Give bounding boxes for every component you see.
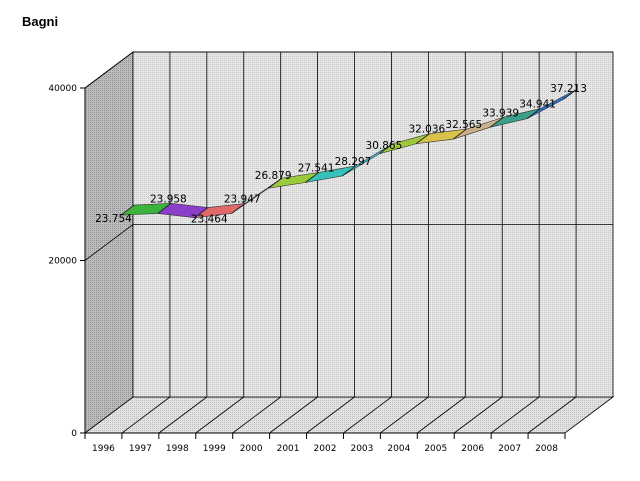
x-tick-label-1999: 1999 — [203, 444, 226, 454]
floor-gridline — [453, 396, 503, 434]
data-point-2006 — [489, 116, 504, 128]
x-tick-label-1997: 1997 — [129, 444, 152, 454]
floor-gridline — [527, 396, 577, 434]
floor-gridline — [232, 396, 281, 434]
x-tick-label-1998: 1998 — [166, 444, 189, 454]
data-point-2000 — [268, 177, 283, 189]
data-point-2001 — [305, 172, 320, 183]
data-label-2001: 27.541 — [298, 162, 335, 174]
side-wall-horizontal-gridline — [84, 224, 134, 261]
data-label-1996: 23.754 — [95, 213, 132, 225]
x-tick-label-2007: 2007 — [498, 444, 521, 454]
series-area — [119, 88, 578, 219]
x-tick-label-2002: 2002 — [314, 444, 337, 454]
y-tick-label: 40000 — [48, 84, 77, 94]
floor-gridline — [343, 396, 392, 434]
data-label-2000: 26.879 — [255, 170, 292, 182]
y-tick-label: 0 — [71, 429, 77, 439]
floor-gridline — [380, 396, 429, 434]
data-label-1999: 23.947 — [224, 193, 261, 205]
data-point-1999 — [231, 203, 246, 214]
data-label-2002: 28.297 — [335, 156, 372, 168]
x-tick-label-2003: 2003 — [350, 444, 373, 454]
x-tick-label-2008: 2008 — [535, 444, 558, 454]
side-wall-horizontal-gridline — [84, 51, 134, 89]
floor-gridline — [490, 396, 540, 434]
x-tick-label-2000: 2000 — [240, 444, 263, 454]
x-tick-label-1996: 1996 — [92, 444, 115, 454]
data-label-2003: 30.865 — [366, 140, 403, 152]
chart-gridlines — [84, 51, 613, 434]
data-labels: 23.754 23.958 23.464 23.947 26.879 27.54128.2… — [95, 83, 587, 226]
floor-gridline — [195, 396, 245, 434]
floor-gridline — [269, 396, 318, 434]
y-tick-label: 20000 — [48, 257, 77, 267]
data-label-2005: 32.565 — [445, 119, 482, 131]
x-tick-label-2006: 2006 — [461, 444, 484, 454]
data-point-2007 — [526, 108, 541, 119]
data-point-1998 — [194, 207, 209, 218]
floor-gridline — [121, 396, 171, 434]
data-point-1997 — [157, 203, 172, 214]
floor-gridline — [158, 396, 208, 434]
data-label-1998: 23.464 — [191, 214, 228, 226]
data-label-2007: 34.941 — [519, 99, 556, 111]
floor-gridline — [306, 396, 355, 434]
chart-title: Bagni — [22, 14, 59, 29]
data-point-2004 — [415, 133, 430, 145]
data-point-2005 — [452, 128, 467, 140]
floor-wall — [83, 396, 615, 434]
data-label-2006: 33.939 — [482, 107, 519, 119]
x-tick-label-2005: 2005 — [424, 444, 447, 454]
data-point-1996 — [120, 204, 135, 216]
x-tick-label-2001: 2001 — [277, 444, 300, 454]
data-point-2003 — [378, 143, 393, 155]
data-label-2008: 37.213 — [550, 83, 587, 95]
data-point-2008 — [563, 88, 578, 100]
chart-axes: 0 20000 40000 1996 1997 1998 1999 2000 2001 2002 2… — [48, 84, 566, 454]
data-label-2004: 32.036 — [408, 124, 445, 136]
floor-gridline — [417, 396, 466, 434]
x-tick-label-2004: 2004 — [387, 444, 410, 454]
data-label-1997: 23.958 — [150, 193, 187, 205]
data-point-2002 — [342, 165, 356, 177]
